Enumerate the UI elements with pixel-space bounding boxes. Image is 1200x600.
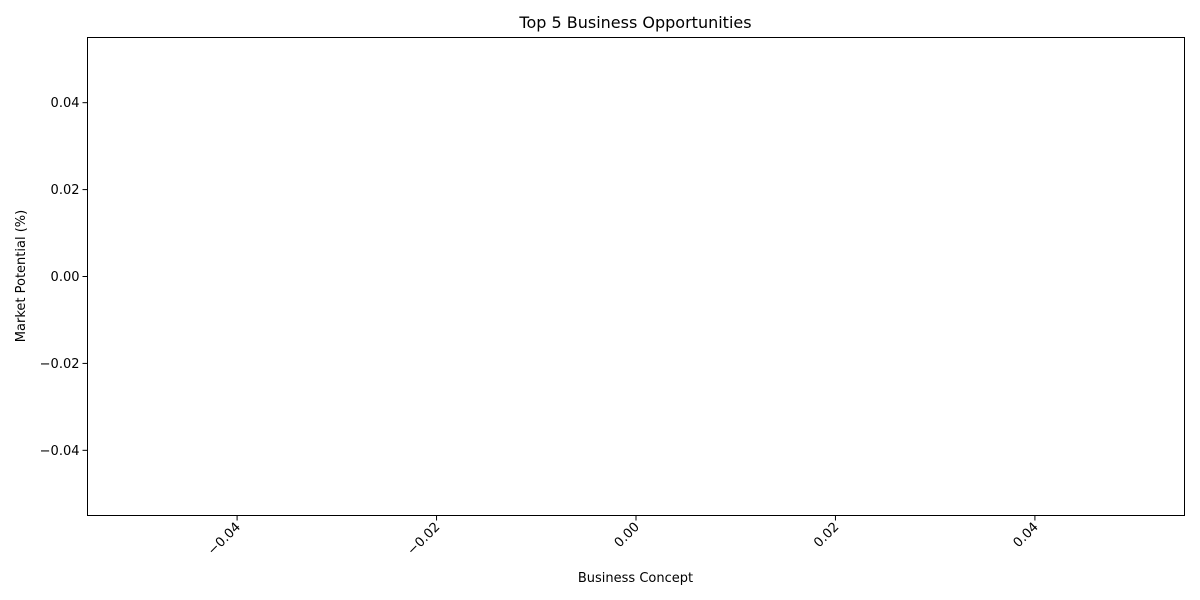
y-axis-ticks: 0.04 0.02 0.00 −0.02 −0.04 [40,96,88,459]
x-tick-label: −0.02 [405,520,444,559]
y-tick-label: −0.02 [40,357,80,372]
y-axis-label: Market Potential (%) [14,210,29,342]
x-tick-label: 0.02 [811,520,842,551]
plot-area [87,37,1185,516]
x-tick-label: 0.00 [612,520,643,551]
chart-title: Top 5 Business Opportunities [518,13,751,32]
y-tick-label: 0.00 [51,270,80,285]
x-tick-label: −0.04 [205,520,244,559]
x-tick-label: 0.04 [1011,520,1042,551]
x-axis-ticks: −0.04 −0.02 0.00 0.02 0.04 [205,515,1042,559]
y-tick-label: 0.02 [51,183,80,198]
x-axis-label: Business Concept [578,571,693,586]
y-tick-label: −0.04 [40,444,80,459]
y-tick-label: 0.04 [51,96,80,111]
